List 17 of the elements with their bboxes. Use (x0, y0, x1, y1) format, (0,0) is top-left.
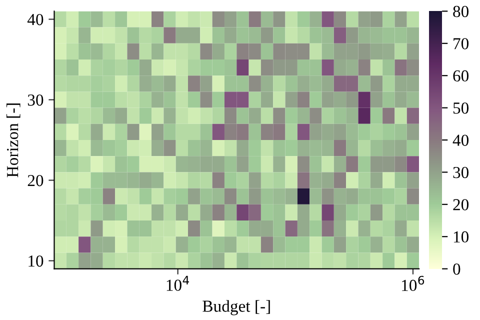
color-bar-label: 20 (453, 199, 469, 210)
y-axis-title: Horizon [-] (6, 104, 20, 178)
x-axis-title: Budget [-] (202, 300, 270, 316)
color-bar-label: 40 (452, 134, 469, 146)
x-tick-label: 10$^{6}$ (402, 276, 424, 292)
y-tick-label: 40 (27, 14, 44, 26)
y-tick-label: 10 (28, 255, 44, 267)
color-bar-label: 70 (454, 38, 469, 50)
x-tick-label: 10$^{4}$ (166, 276, 190, 291)
color-bar-label: 30 (453, 166, 469, 178)
y-tick-label: 20 (28, 174, 44, 186)
color-bar-label: 80 (453, 6, 469, 18)
color-bar-label: 60 (453, 70, 469, 82)
color-bar-label: 10 (454, 231, 469, 243)
color-bar-label: 0 (453, 264, 460, 275)
y-tick-label: 30 (28, 94, 44, 106)
color-bar-label: 50 (453, 102, 469, 114)
